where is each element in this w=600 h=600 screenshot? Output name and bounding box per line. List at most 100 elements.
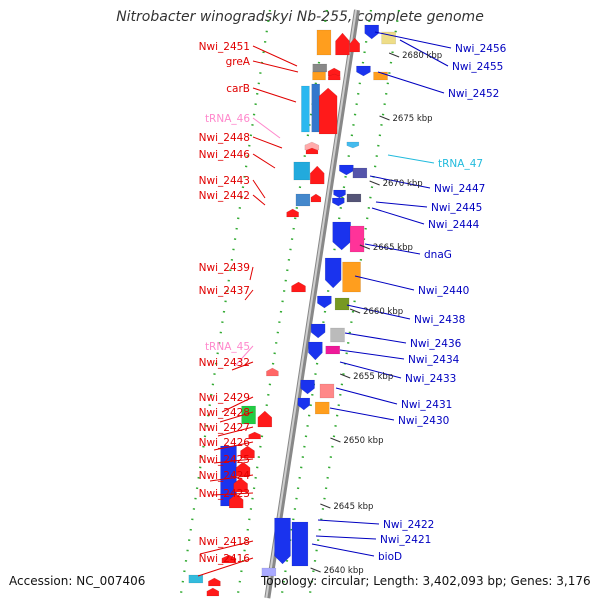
reverse-gene-arrow	[327, 67, 341, 77]
label-nwi-2452: Nwi_2452	[448, 88, 499, 100]
forward-gene-box	[349, 225, 365, 253]
forward-gene-arrow	[310, 323, 326, 339]
forward-gene-box	[325, 345, 341, 355]
label-nwi-2424: Nwi_2424	[199, 470, 251, 482]
leader-line	[219, 411, 254, 423]
forward-gene-arrow	[332, 197, 345, 207]
label-nwi-2436: Nwi_2436	[410, 338, 462, 350]
label-nwi-2447: Nwi_2447	[434, 183, 485, 195]
genome-title: Nitrobacter winogradskyi Nb-255, complet…	[116, 9, 484, 25]
label-carb: carB	[226, 83, 250, 95]
scale-tick-label: 2650 kbp	[343, 436, 383, 446]
leader-line	[339, 361, 402, 379]
leader-line	[375, 201, 428, 208]
leader-line	[244, 289, 254, 301]
label-nwi-2446: Nwi_2446	[199, 149, 251, 161]
ring-guide-outer-left	[179, 9, 272, 599]
forward-gene-box	[352, 167, 368, 179]
leader-line	[213, 441, 254, 451]
forward-gene-arrow	[274, 517, 291, 565]
leader-line	[209, 474, 254, 482]
forward-gene-arrow	[300, 379, 315, 395]
label-nwi-2422: Nwi_2422	[383, 519, 434, 531]
reverse-gene-arrow	[349, 37, 360, 53]
label-nwi-2416: Nwi_2416	[199, 553, 251, 565]
forward-gene-arrow	[332, 221, 351, 251]
scale-tick	[379, 115, 390, 121]
leader-line	[221, 396, 254, 413]
feature-glyphs	[188, 24, 396, 597]
backbone-highlight	[265, 9, 357, 599]
leader-line	[234, 345, 254, 367]
leader-line	[231, 361, 254, 371]
label-nwi-2437: Nwi_2437	[199, 285, 250, 297]
leader-line	[335, 387, 398, 405]
reverse-gene-box	[188, 574, 204, 584]
reverse-gene-box	[295, 193, 311, 207]
label-nwi-2427: Nwi_2427	[199, 422, 250, 434]
label-nwi-2439: Nwi_2439	[199, 262, 250, 274]
reverse-gene-arrow	[309, 165, 325, 185]
scale-tick	[320, 503, 331, 509]
leader-line	[329, 407, 395, 421]
leader-line	[387, 154, 435, 164]
leader-line	[364, 243, 421, 255]
leader-line	[252, 153, 276, 169]
forward-gene-box	[381, 31, 396, 45]
label-nwi-2426: Nwi_2426	[199, 437, 251, 449]
reverse-gene-arrow	[221, 554, 237, 564]
scale-tick	[310, 567, 321, 573]
forward-gene-arrow	[356, 65, 371, 77]
scale-tick-label: 2660 kbp	[363, 307, 403, 317]
reverse-gene-box	[312, 63, 328, 73]
reverse-gene-arrow	[286, 208, 299, 218]
label-nwi-2451: Nwi_2451	[199, 41, 250, 53]
leader-line	[252, 179, 266, 199]
scale-tick-label: 2665 kbp	[373, 243, 413, 253]
label-leaders	[197, 31, 452, 577]
leader-line	[315, 535, 377, 540]
label-nwi-2443: Nwi_2443	[199, 175, 250, 187]
reverse-gene-arrow	[228, 493, 244, 509]
leader-line	[344, 332, 407, 344]
label-nwi-2428: Nwi_2428	[199, 407, 250, 419]
label-nwi-2456: Nwi_2456	[455, 43, 507, 55]
forward-gene-arrow	[346, 141, 360, 149]
reverse-gene-arrow	[310, 193, 322, 203]
label-trna-47: tRNA_47	[438, 158, 483, 170]
leader-line	[252, 60, 299, 73]
label-nwi-2432: Nwi_2432	[199, 357, 250, 369]
scale-tick	[330, 437, 341, 443]
leader-line	[199, 540, 254, 555]
scale-tick-label: 2680 kbp	[402, 51, 442, 61]
scale-tick	[388, 52, 400, 58]
label-nwi-2433: Nwi_2433	[405, 373, 456, 385]
leader-line	[346, 304, 411, 320]
reverse-gene-arrow	[318, 87, 338, 135]
label-nwi-2431: Nwi_2431	[401, 399, 452, 411]
label-biod: bioD	[378, 551, 402, 563]
label-nwi-2425: Nwi_2425	[199, 454, 250, 466]
leader-line	[377, 71, 445, 94]
leader-line	[252, 87, 297, 103]
forward-gene-box	[346, 193, 362, 203]
label-nwi-2448: Nwi_2448	[199, 132, 250, 144]
label-nwi-2423: Nwi_2423	[199, 488, 250, 500]
scale-tick	[369, 180, 380, 186]
label-nwi-2444: Nwi_2444	[428, 219, 480, 231]
reverse-gene-arrow	[304, 141, 320, 151]
forward-gene-arrow	[317, 295, 332, 309]
reverse-gene-arrow	[233, 477, 248, 493]
reverse-gene-arrow	[208, 577, 221, 587]
forward-gene-box	[334, 297, 350, 311]
leader-line	[252, 45, 298, 67]
leader-line	[339, 349, 405, 360]
reverse-gene-arrow	[266, 367, 279, 377]
reverse-gene-arrow	[257, 410, 273, 428]
leader-line	[213, 458, 254, 464]
label-nwi-2455: Nwi_2455	[452, 61, 503, 73]
leader-line	[217, 426, 254, 437]
scale-tick	[359, 244, 371, 250]
feature-labels: Nwi_2451 greA carB tRNA_46 Nwi_2448 Nwi_2446 N…	[199, 41, 507, 565]
